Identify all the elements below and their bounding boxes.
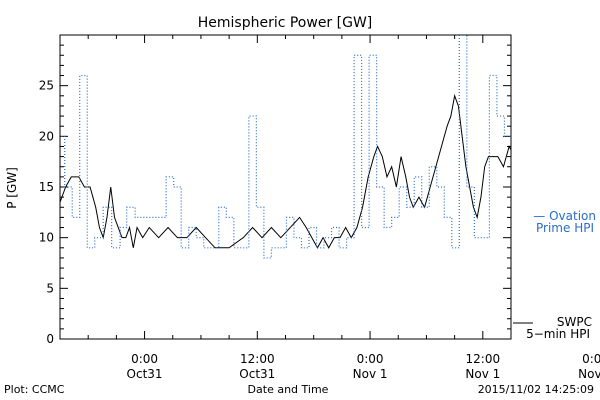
x-axis-label: Date and Time — [248, 383, 329, 396]
series-layer — [60, 35, 511, 259]
y-tick-label: 0 — [46, 332, 54, 346]
series-ovation-prime-line — [60, 35, 511, 259]
y-tick-label: 5 — [46, 281, 54, 295]
series-swpc-line — [60, 93, 511, 249]
footer-plot-credit: Plot: CCMC — [4, 383, 65, 396]
y-tick-label: 25 — [39, 79, 54, 93]
x-tick-day-label: Nov 2 — [578, 367, 600, 381]
x-tick-day-label: Oct31 — [127, 367, 163, 381]
x-tick-day-label: Oct31 — [239, 367, 275, 381]
x-tick-time-label: 0:00 — [357, 352, 384, 366]
x-tick-day-label: Nov 1 — [353, 367, 388, 381]
y-tick-label: 10 — [39, 231, 54, 245]
y-axis-label: P [GW] — [5, 167, 19, 209]
x-tick-time-label: 12:00 — [240, 352, 275, 366]
y-tick-label: 20 — [39, 129, 54, 143]
chart-title: Hemispheric Power [GW] — [198, 15, 373, 31]
x-tick-time-label: 12:00 — [466, 352, 501, 366]
legend-ovation-line1: — Ovation — [533, 209, 596, 223]
plot-frame — [59, 34, 512, 340]
legend-swpc-line2: 5−min HPI — [526, 327, 590, 341]
y-tick-label: 15 — [39, 180, 54, 194]
legend-swpc-line1: SWPC — [557, 315, 592, 329]
legend-ovation-line2: Prime HPI — [536, 221, 594, 235]
x-tick-time-label: 0:00 — [582, 352, 600, 366]
y-axis: 0 5 10 15 20 25 — [39, 34, 511, 346]
x-tick-time-label: 0:00 — [131, 352, 158, 366]
x-tick-day-label: Nov 1 — [465, 367, 500, 381]
footer-timestamp: 2015/11/02 14:25:09 — [478, 383, 594, 396]
